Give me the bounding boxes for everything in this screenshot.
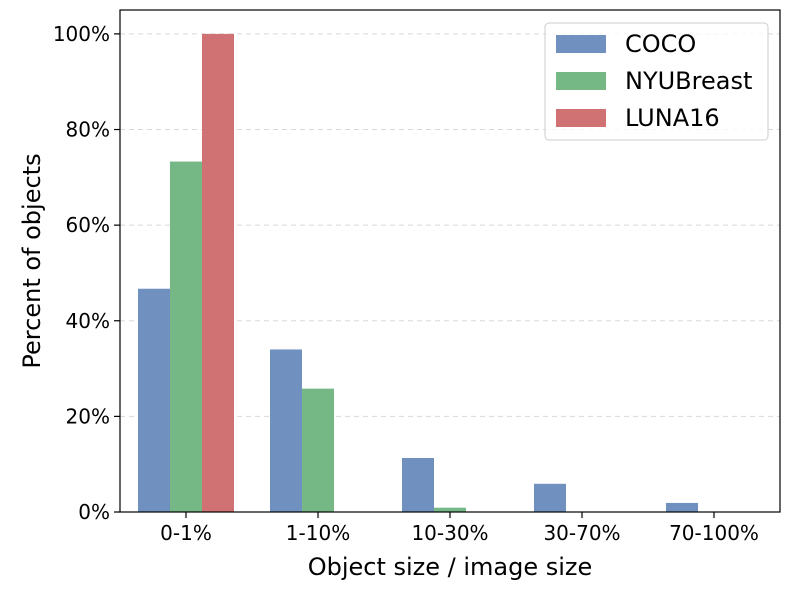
- bar-coco-1: [270, 349, 302, 512]
- bar-coco-2: [402, 457, 434, 512]
- bars: [138, 33, 698, 513]
- bar-coco-3: [534, 483, 566, 512]
- x-axis-title: Object size / image size: [308, 553, 593, 581]
- y-tick-label: 0%: [78, 500, 110, 524]
- y-axis-ticks: 0% 20% 40% 60% 80% 100%: [53, 22, 120, 524]
- bar-nyubreast-2: [434, 507, 466, 512]
- bar-luna16-0: [202, 33, 234, 513]
- bar-nyubreast-1: [302, 388, 334, 512]
- legend-swatch-nyubreast: [556, 72, 606, 90]
- y-tick-label: 100%: [53, 22, 110, 46]
- x-tick-label: 10-30%: [411, 521, 488, 545]
- legend: COCO NYUBreast LUNA16: [544, 22, 769, 141]
- bar-coco-0: [138, 288, 170, 512]
- bar-coco-4: [666, 502, 698, 512]
- legend-swatch-luna16: [556, 109, 606, 127]
- y-tick-label: 60%: [66, 213, 110, 237]
- x-tick-label: 70-100%: [669, 521, 759, 545]
- legend-swatch-coco: [556, 35, 606, 53]
- x-tick-label: 0-1%: [160, 521, 212, 545]
- y-tick-label: 40%: [66, 309, 110, 333]
- bar-nyubreast-0: [170, 161, 202, 512]
- x-tick-label: 1-10%: [286, 521, 350, 545]
- x-axis-ticks: 0-1% 1-10% 10-30% 30-70% 70-100%: [160, 512, 759, 545]
- y-axis-title: Percent of objects: [18, 153, 46, 368]
- legend-label-nyubreast: NYUBreast: [625, 67, 752, 95]
- y-tick-label: 80%: [66, 118, 110, 142]
- y-tick-label: 20%: [66, 404, 110, 428]
- x-tick-label: 30-70%: [543, 521, 620, 545]
- legend-label-luna16: LUNA16: [625, 104, 720, 132]
- legend-label-coco: COCO: [625, 30, 696, 58]
